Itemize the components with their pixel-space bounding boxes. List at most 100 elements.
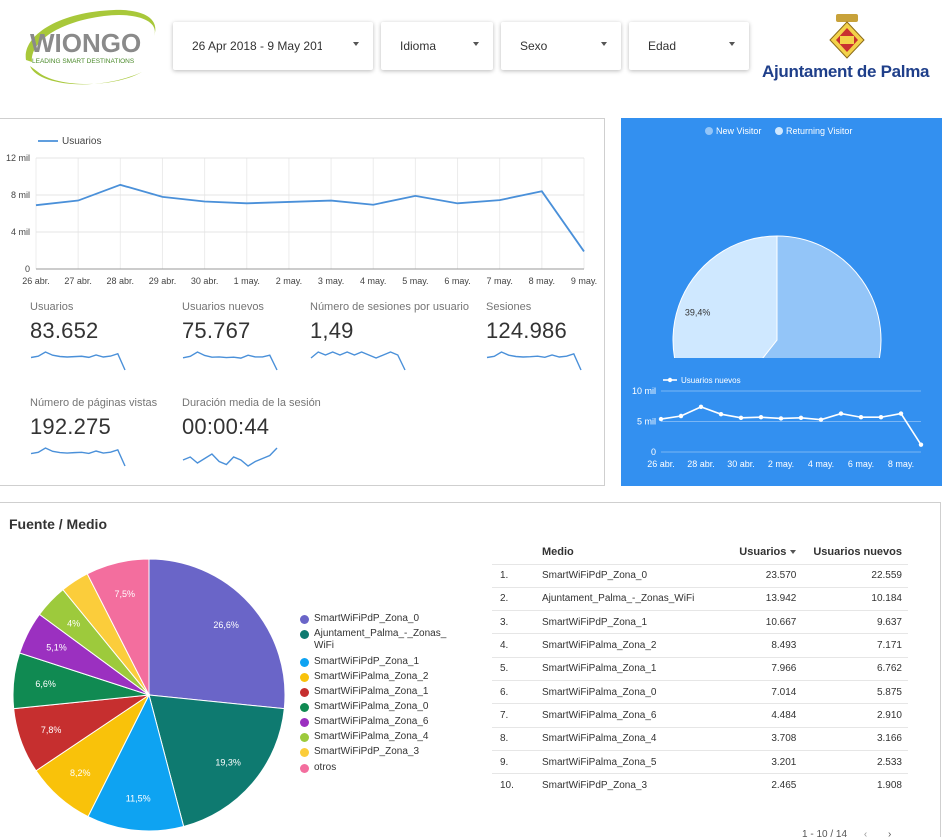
series-line-usuarios bbox=[35, 183, 585, 252]
x-tick-label: 3 may. bbox=[318, 276, 344, 286]
kpi-label: Sesiones bbox=[486, 301, 532, 313]
kpi-label: Usuarios nuevos bbox=[182, 301, 264, 313]
x-tick-label: 6 may. bbox=[848, 459, 874, 469]
previous-page-icon[interactable]: ‹ bbox=[863, 829, 868, 837]
source-medium-title: Fuente / Medio bbox=[9, 516, 107, 532]
table-row: 5. SmartWiFiPalma_Zona_1 7.966 6.762 bbox=[492, 656, 908, 681]
slice-label: 26,6% bbox=[213, 620, 239, 630]
legend-label: Ajuntament_Palma_-_Zonas_ WiFi bbox=[314, 628, 447, 651]
legend-swatch bbox=[300, 703, 309, 712]
y-tick-label: 8 mil bbox=[11, 190, 30, 200]
row-medio: SmartWiFiPalma_Zona_1 bbox=[542, 656, 732, 681]
row-usuarios: 7.966 bbox=[732, 656, 803, 681]
row-medio: SmartWiFiPalma_Zona_6 bbox=[542, 703, 732, 728]
date-range-filter[interactable]: 26 Apr 2018 - 9 May 2018 bbox=[173, 22, 373, 70]
row-usuarios-nuevos: 6.762 bbox=[802, 656, 908, 681]
column-header-medio[interactable]: Medio bbox=[542, 540, 732, 564]
slice-label: 7,5% bbox=[114, 589, 135, 599]
legend-swatch bbox=[300, 733, 309, 742]
x-tick-label: 4 may. bbox=[360, 276, 386, 286]
table-row: 10. SmartWiFiPdP_Zona_3 2.465 1.908 bbox=[492, 773, 908, 797]
next-page-icon[interactable]: › bbox=[887, 829, 892, 837]
row-medio: SmartWiFiPalma_Zona_0 bbox=[542, 679, 732, 704]
legend-label: Usuarios bbox=[62, 136, 101, 147]
sparkline-path bbox=[182, 447, 278, 467]
kpi-card: Duración media de la sesión 00:00:44 bbox=[182, 397, 321, 468]
sort-descending-icon bbox=[790, 549, 797, 554]
column-usuarios-nuevos-label: Usuarios nuevos bbox=[813, 545, 902, 558]
kpi-value: 192.275 bbox=[30, 414, 111, 439]
row-index: 6. bbox=[492, 679, 542, 704]
table-row: 2. Ajuntament_Palma_-_Zonas_WiFi 13.942 10.… bbox=[492, 586, 908, 611]
row-index: 2. bbox=[492, 586, 542, 611]
row-usuarios-nuevos: 3.166 bbox=[802, 726, 908, 751]
table-header-row: Medio Usuarios Usuarios nuevos bbox=[492, 540, 908, 564]
legend-label: SmartWiFiPalma_Zona_4 bbox=[314, 731, 429, 742]
row-usuarios: 2.465 bbox=[732, 773, 803, 797]
data-point bbox=[758, 415, 764, 420]
legend-swatch bbox=[300, 764, 309, 773]
coat-of-arms-icon bbox=[829, 14, 865, 59]
x-tick-label: 1 may. bbox=[234, 276, 260, 286]
row-index: 9. bbox=[492, 749, 542, 774]
legend-label: SmartWiFiPdP_Zona_1 bbox=[314, 656, 420, 667]
kpi-label: Número de páginas vistas bbox=[30, 397, 158, 409]
language-filter-label: Idioma bbox=[400, 39, 437, 53]
kpi-value: 75.767 bbox=[182, 318, 251, 343]
kpi-label: Usuarios bbox=[30, 301, 74, 313]
kpi-card: Sesiones 124.986 bbox=[486, 301, 582, 372]
column-header-usuarios[interactable]: Usuarios bbox=[732, 540, 802, 564]
column-usuarios-label: Usuarios bbox=[739, 545, 787, 558]
x-tick-label: 2 may. bbox=[768, 459, 794, 469]
row-medio: SmartWiFiPalma_Zona_4 bbox=[542, 726, 732, 751]
kpi-value: 00:00:44 bbox=[182, 414, 270, 439]
row-medio: SmartWiFiPalma_Zona_2 bbox=[542, 633, 732, 658]
data-point bbox=[798, 415, 804, 421]
data-point bbox=[878, 415, 884, 420]
pagination-range: 1 - 10 / 14 bbox=[802, 829, 848, 837]
x-tick-label: 7 may. bbox=[487, 276, 513, 286]
table-row: 4. SmartWiFiPalma_Zona_2 8.493 7.171 bbox=[492, 633, 908, 658]
sparkline-path bbox=[310, 351, 406, 371]
new-users-line-chart: 0 5 mil 10 mil 26 abr. 28 abr. 30 abr. 2 may. 4… bbox=[632, 376, 924, 469]
table-row: 7. SmartWiFiPalma_Zona_6 4.484 2.910 bbox=[492, 703, 908, 728]
row-usuarios-nuevos: 7.171 bbox=[802, 633, 908, 658]
x-tick-label: 28 abr. bbox=[687, 459, 715, 469]
legend-label: SmartWiFiPdP_Zona_3 bbox=[314, 746, 420, 757]
legend-swatch bbox=[705, 127, 713, 135]
row-usuarios: 7.014 bbox=[732, 679, 803, 704]
users-line-chart: 0 4 mil 8 mil 12 mil 26 abr. 27 abr. 28 abr. 29… bbox=[6, 136, 597, 286]
sparkline-path bbox=[30, 351, 126, 371]
chevron-down-icon bbox=[353, 42, 359, 46]
x-tick-label: 26 abr. bbox=[22, 276, 50, 286]
kpi-label: Número de sesiones por usuario bbox=[310, 301, 469, 313]
slice-label: 6,6% bbox=[35, 679, 56, 689]
data-point bbox=[778, 416, 784, 421]
kpi-sparkline bbox=[310, 351, 406, 371]
table-row: 6. SmartWiFiPalma_Zona_0 7.014 5.875 bbox=[492, 679, 908, 704]
kpi-card: Número de sesiones por usuario 1,49 bbox=[310, 301, 469, 372]
x-tick-label: 30 abr. bbox=[727, 459, 755, 469]
sex-filter-label: Sexo bbox=[520, 39, 548, 53]
kpi-value: 1,49 bbox=[310, 318, 354, 343]
row-usuarios-nuevos: 9.637 bbox=[802, 610, 908, 634]
column-header-usuarios-nuevos[interactable]: Usuarios nuevos bbox=[802, 540, 908, 564]
sparkline-path bbox=[30, 447, 126, 467]
legend-swatch bbox=[300, 718, 309, 727]
data-point bbox=[718, 411, 724, 417]
chevron-down-icon bbox=[601, 42, 607, 46]
sex-filter[interactable]: Sexo bbox=[501, 22, 621, 70]
age-filter[interactable]: Edad bbox=[629, 22, 749, 70]
row-index: 8. bbox=[492, 726, 542, 751]
x-tick-label: 6 may. bbox=[444, 276, 470, 286]
table-row: 9. SmartWiFiPalma_Zona_5 3.201 2.533 bbox=[492, 749, 908, 774]
chevron-down-icon bbox=[729, 42, 735, 46]
legend-swatch bbox=[300, 658, 309, 667]
kpi-card: Usuarios 83.652 bbox=[30, 301, 126, 372]
language-filter[interactable]: Idioma bbox=[381, 22, 493, 70]
table-pagination: 1 - 10 / 14 ‹ › bbox=[802, 829, 891, 837]
legend-label: SmartWiFiPalma_Zona_6 bbox=[314, 716, 429, 727]
kpi-value: 124.986 bbox=[486, 318, 567, 343]
x-tick-label: 8 may. bbox=[888, 459, 914, 469]
